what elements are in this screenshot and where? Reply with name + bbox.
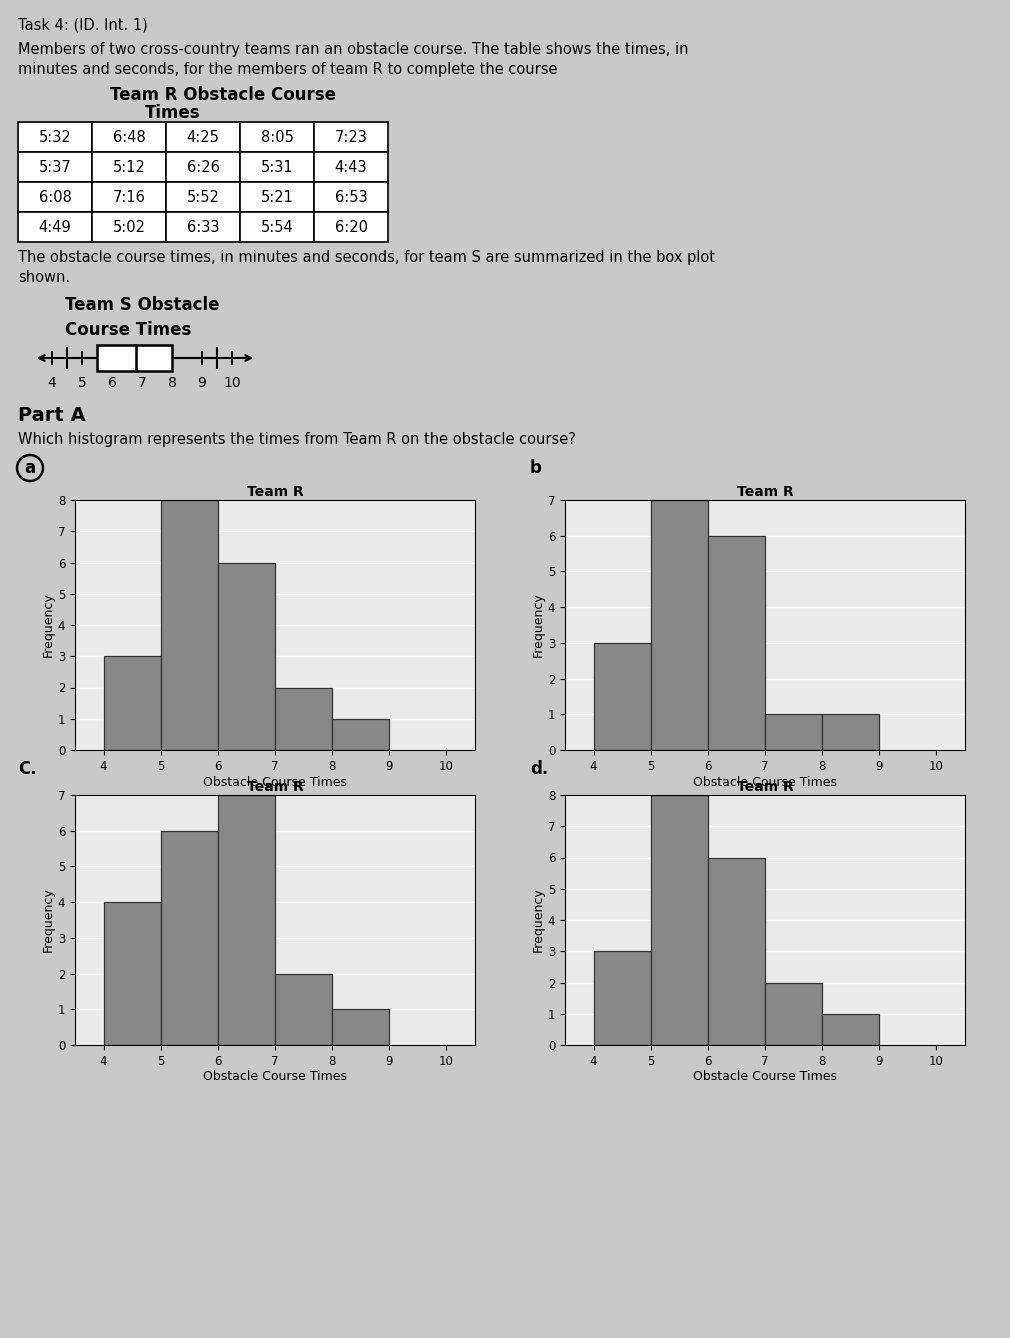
Text: 6:08: 6:08 [38,190,72,205]
X-axis label: Obstacle Course Times: Obstacle Course Times [203,776,347,788]
Title: Team R: Team R [246,780,303,793]
Text: 5:21: 5:21 [261,190,294,205]
Text: 9: 9 [198,376,206,389]
X-axis label: Obstacle Course Times: Obstacle Course Times [693,1070,837,1084]
Text: 5:12: 5:12 [112,159,145,174]
Text: 5: 5 [78,376,87,389]
Text: 6:53: 6:53 [334,190,368,205]
Bar [332,719,389,751]
Bar [594,642,650,751]
Bar [92,182,166,211]
Text: The obstacle course times, in minutes and seconds, for team S are summarized in : The obstacle course times, in minutes an… [18,250,715,265]
Bar [166,153,240,182]
Text: Team R Obstacle Course: Team R Obstacle Course [110,86,336,104]
Text: 5:54: 5:54 [261,219,293,234]
Bar [18,211,92,242]
Text: 10: 10 [223,376,240,389]
Bar [275,688,332,751]
Text: a: a [24,459,35,478]
Text: Team S Obstacle
Course Times: Team S Obstacle Course Times [65,296,219,339]
Text: 7:23: 7:23 [334,130,368,145]
Text: Task 4: (ID. Int. 1): Task 4: (ID. Int. 1) [18,17,147,33]
Text: 5:52: 5:52 [187,190,219,205]
Bar [240,211,314,242]
Text: d.: d. [530,760,548,777]
Text: minutes and seconds, for the members of team R to complete the course: minutes and seconds, for the members of … [18,62,558,78]
Bar [161,831,218,1045]
Bar [708,535,765,751]
Bar [166,182,240,211]
Bar [314,211,388,242]
Bar [240,182,314,211]
Text: shown.: shown. [18,270,70,285]
Text: 5:02: 5:02 [112,219,145,234]
Text: b: b [530,459,542,478]
Bar [332,1009,389,1045]
Title: Team R: Team R [736,780,794,793]
Bar [104,902,161,1045]
Bar [822,714,880,751]
Text: 6: 6 [107,376,116,389]
Y-axis label: Frequency: Frequency [532,593,545,657]
Text: 6:20: 6:20 [334,219,368,234]
Y-axis label: Frequency: Frequency [532,887,545,953]
Bar [97,345,172,371]
Bar [161,500,218,751]
Bar [92,122,166,153]
Y-axis label: Frequency: Frequency [42,593,55,657]
Title: Team R: Team R [246,484,303,499]
Text: 5:31: 5:31 [261,159,293,174]
Text: 6:26: 6:26 [187,159,219,174]
X-axis label: Obstacle Course Times: Obstacle Course Times [693,776,837,788]
Bar [166,211,240,242]
Bar [594,951,650,1045]
Text: Part A: Part A [18,405,86,425]
Bar [18,122,92,153]
Text: Times: Times [145,104,201,122]
Title: Team R: Team R [736,484,794,499]
Text: 4:49: 4:49 [38,219,72,234]
Bar [314,153,388,182]
Text: 6:33: 6:33 [187,219,219,234]
Text: Which histogram represents the times from Team R on the obstacle course?: Which histogram represents the times fro… [18,432,576,447]
Bar [708,858,765,1045]
Bar [314,122,388,153]
Text: 8:05: 8:05 [261,130,294,145]
Text: 4:43: 4:43 [334,159,368,174]
Bar [218,562,275,751]
Text: 6:48: 6:48 [113,130,145,145]
Bar [18,182,92,211]
Text: 4:25: 4:25 [187,130,219,145]
Bar [822,1014,880,1045]
Bar [314,182,388,211]
Bar [650,500,708,751]
Bar [240,153,314,182]
Text: Members of two cross-country teams ran an obstacle course. The table shows the t: Members of two cross-country teams ran a… [18,41,689,58]
Y-axis label: Frequency: Frequency [42,887,55,953]
Text: 5:32: 5:32 [38,130,72,145]
Text: 7:16: 7:16 [112,190,145,205]
Bar [765,982,822,1045]
Bar [240,122,314,153]
Text: 7: 7 [137,376,146,389]
Bar [18,153,92,182]
Bar [92,211,166,242]
Bar [104,656,161,751]
Bar [765,714,822,751]
Bar [166,122,240,153]
Text: 5:37: 5:37 [38,159,72,174]
Bar [275,974,332,1045]
Bar [92,153,166,182]
Text: C.: C. [18,760,36,777]
Text: 8: 8 [168,376,177,389]
Text: 4: 4 [47,376,57,389]
X-axis label: Obstacle Course Times: Obstacle Course Times [203,1070,347,1084]
Bar [218,795,275,1045]
Bar [650,795,708,1045]
